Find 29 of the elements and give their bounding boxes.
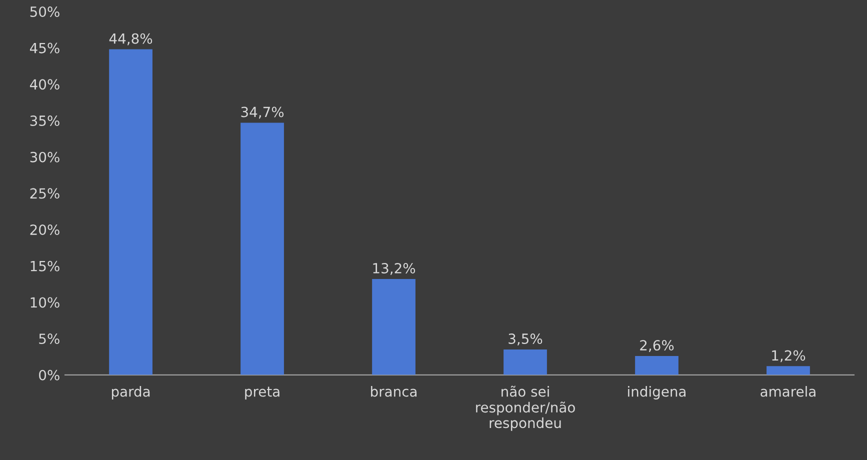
x-tick-label: branca xyxy=(371,386,416,397)
y-tick-label: 0% xyxy=(39,370,60,380)
y-tick-label: 30% xyxy=(30,152,60,162)
y-tick-label: 20% xyxy=(30,224,60,236)
bar xyxy=(635,356,678,375)
y-tick-label: 40% xyxy=(30,79,60,90)
bar xyxy=(766,366,810,375)
x-tick-label: preta xyxy=(245,386,280,400)
bar xyxy=(109,49,152,375)
data-label: 34,7% xyxy=(241,106,284,119)
y-tick-label: 45% xyxy=(30,42,60,54)
x-tick-label: parda xyxy=(112,386,150,400)
bar xyxy=(240,122,284,375)
bar xyxy=(372,278,416,375)
data-label: 13,2% xyxy=(373,262,416,275)
y-tick-label: 10% xyxy=(30,297,60,308)
x-tick-label: não sei responder/não respondeu xyxy=(476,386,575,431)
data-label: 44,8% xyxy=(109,33,152,46)
x-tick-label: amarela xyxy=(760,386,816,397)
y-tick-label: 50% xyxy=(30,6,60,17)
y-tick-label: 5% xyxy=(39,334,60,344)
data-label: 3,5% xyxy=(508,333,542,346)
x-tick-label: indigena xyxy=(628,386,686,400)
y-tick-label: 25% xyxy=(30,188,60,199)
bar xyxy=(504,349,547,375)
data-label: 1,2% xyxy=(772,350,806,362)
data-label: 2,6% xyxy=(640,340,674,352)
y-tick-label: 15% xyxy=(30,260,60,272)
y-tick-label: 35% xyxy=(30,115,60,126)
